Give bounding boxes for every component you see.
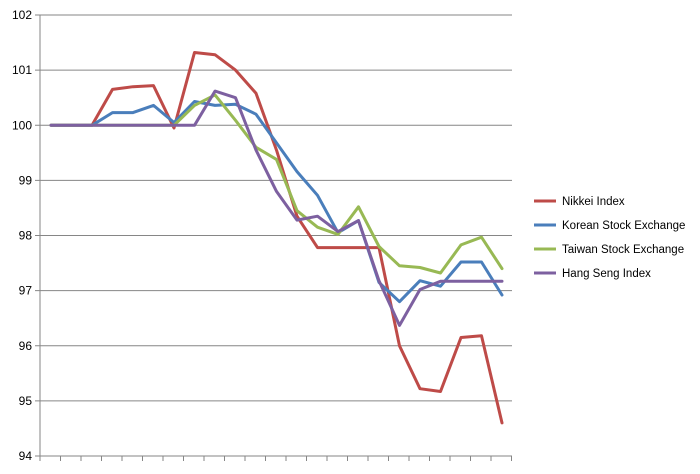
axes [35,14,512,461]
legend-label: Korean Stock Exchange [562,220,685,232]
legend-label: Nikkei Index [562,196,625,208]
y-axis-tick-labels: 94 95 96 97 98 99 100 101 102 [12,8,32,463]
y-tick-label: 101 [12,63,32,77]
series-line-hang-seng-index [49,89,504,327]
y-tick-label: 102 [12,8,32,22]
y-tick-label: 97 [19,284,33,298]
series-line-korean-stock-exchange [49,100,504,304]
series-line-nikkei-index [49,51,504,425]
legend: Nikkei Index Korean Stock Exchange Taiwan … [534,196,685,280]
y-tick-label: 99 [19,173,33,187]
legend-label: Hang Seng Index [562,268,651,280]
y-tick-label: 98 [19,229,33,243]
series-lines [49,51,504,425]
legend-label: Taiwan Stock Exchange [562,244,684,256]
y-tick-label: 96 [19,339,33,353]
y-tick-label: 100 [12,118,32,132]
series-line-taiwan-stock-exchange [49,93,504,275]
y-tick-label: 94 [19,449,33,463]
y-tick-label: 95 [19,394,33,408]
